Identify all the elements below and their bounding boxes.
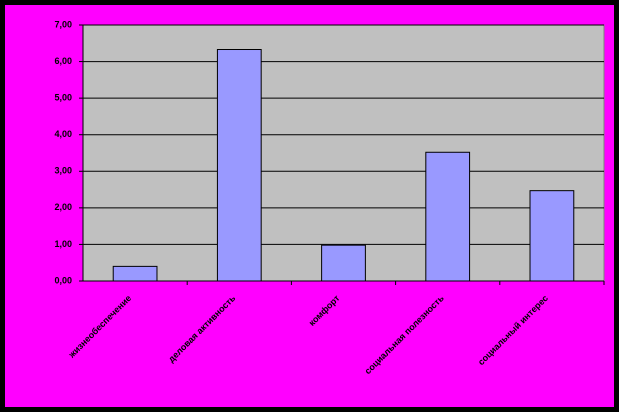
bar: [529, 190, 575, 282]
bar: [216, 49, 262, 282]
plot-area: [82, 24, 605, 282]
y-tick-label: 0,00: [54, 275, 72, 285]
y-tick-label: 5,00: [54, 93, 72, 103]
bar: [425, 151, 471, 282]
y-tick-label: 6,00: [54, 56, 72, 66]
y-tick-label: 2,00: [54, 202, 72, 212]
y-tick-label: 4,00: [54, 129, 72, 139]
bar: [321, 244, 366, 282]
bar: [112, 265, 158, 282]
y-tick-label: 7,00: [54, 19, 72, 29]
y-tick-label: 3,00: [54, 166, 72, 176]
y-tick-label: 1,00: [54, 239, 72, 249]
